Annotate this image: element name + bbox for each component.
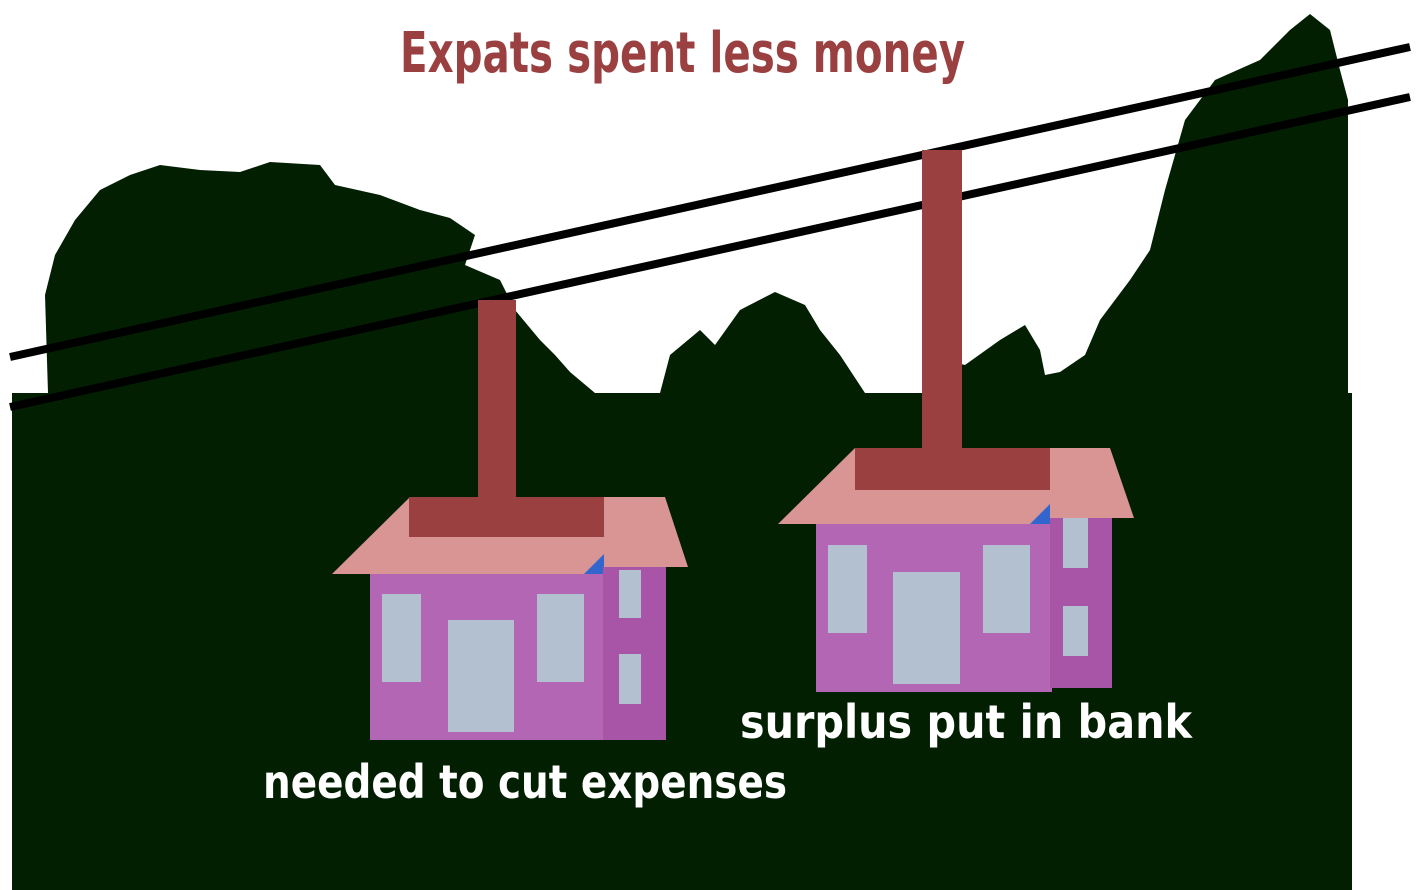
door xyxy=(448,620,514,732)
window xyxy=(1063,606,1088,656)
door xyxy=(893,572,960,684)
window xyxy=(828,545,867,633)
window xyxy=(619,654,641,704)
window xyxy=(983,545,1030,633)
window xyxy=(1063,518,1088,568)
roof-bar xyxy=(855,448,1050,490)
pole xyxy=(478,300,516,500)
title: Expats spent less money xyxy=(400,21,965,86)
cabin-label: surplus put in bank xyxy=(740,695,1193,749)
pole xyxy=(922,150,962,450)
window xyxy=(382,594,421,682)
roof-bar xyxy=(409,497,604,537)
cabin-label: needed to cut expenses xyxy=(263,755,787,809)
window xyxy=(537,594,584,682)
illustration: Expats spent less money needed to cut ex… xyxy=(0,0,1418,890)
window xyxy=(619,570,641,618)
